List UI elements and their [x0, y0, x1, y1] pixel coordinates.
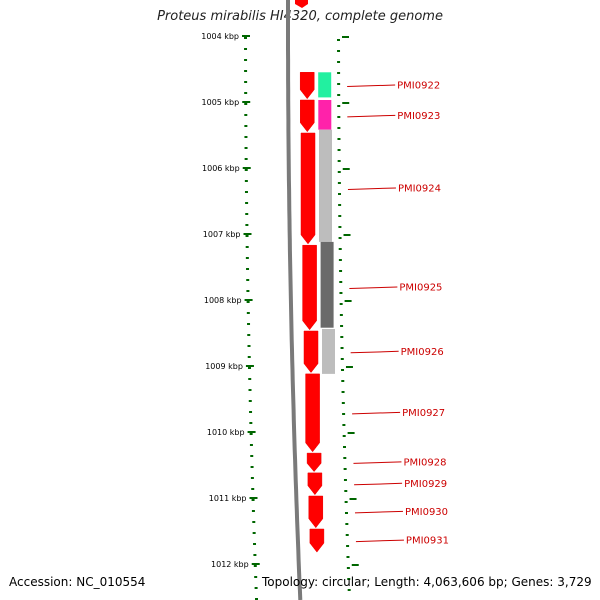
gene-leader-line: [347, 84, 396, 87]
gene-label[interactable]: PMI0928: [403, 457, 446, 468]
gene-arrow[interactable]: [308, 495, 324, 529]
feature-block[interactable]: [319, 129, 332, 242]
gene-label[interactable]: PMI0931: [406, 536, 449, 547]
gene-leader-line: [350, 350, 399, 354]
gene-label[interactable]: PMI0927: [402, 408, 445, 419]
gene-label[interactable]: PMI0922: [397, 81, 440, 92]
ruler-label: 1006 kbp: [202, 164, 240, 173]
genome-title: Proteus mirabilis HI4320, complete genom…: [157, 9, 443, 24]
gene-arrow[interactable]: [305, 373, 320, 453]
ruler-label: 1011 kbp: [209, 494, 247, 503]
ruler-label: 1005 kbp: [202, 98, 240, 107]
gene-arrow[interactable]: [302, 244, 317, 331]
gene-arrow-top-partial[interactable]: [295, 0, 308, 8]
gene-label[interactable]: PMI0926: [401, 347, 444, 358]
feature-block[interactable]: [320, 241, 334, 328]
gene-leader-line: [352, 411, 401, 415]
gene-label[interactable]: PMI0929: [404, 479, 447, 490]
gene-arrow[interactable]: [299, 72, 315, 100]
gene-label[interactable]: PMI0924: [398, 183, 441, 194]
gene-leader-line: [347, 114, 396, 118]
gene-label[interactable]: PMI0923: [397, 111, 440, 122]
gene-leader-line: [353, 461, 402, 464]
gene-leader-line: [355, 539, 404, 543]
feature-block[interactable]: [322, 329, 335, 374]
gene-arrow[interactable]: [306, 452, 322, 472]
topology-label: Topology: circular; Length: 4,063,606 bp…: [262, 575, 592, 589]
ruler-label: 1009 kbp: [205, 362, 243, 371]
gene-leader-line: [354, 482, 403, 486]
gene-label[interactable]: PMI0925: [399, 282, 442, 293]
gene-leader-line: [354, 510, 403, 514]
gene-arrow[interactable]: [307, 472, 323, 496]
gene-leader-line: [349, 286, 398, 289]
gene-arrow[interactable]: [303, 330, 319, 374]
ruler-label: 1008 kbp: [204, 296, 242, 305]
accession-label: Accession: NC_010554: [9, 575, 146, 589]
feature-block[interactable]: [318, 72, 332, 98]
gene-label[interactable]: PMI0930: [405, 507, 448, 518]
feature-block[interactable]: [318, 100, 332, 130]
gene-leader-line: [347, 187, 396, 190]
ruler-label: 1012 kbp: [211, 560, 249, 569]
ruler-label: 1007 kbp: [203, 230, 241, 239]
gene-arrow[interactable]: [309, 528, 325, 553]
gene-arrow[interactable]: [300, 99, 315, 133]
genome-backbone: [286, 0, 303, 600]
gene-arrow[interactable]: [300, 132, 316, 245]
ruler-label: 1004 kbp: [201, 32, 239, 41]
ruler-label: 1010 kbp: [207, 428, 245, 437]
